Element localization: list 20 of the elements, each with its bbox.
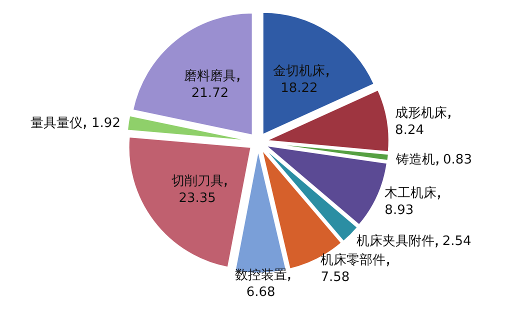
data-label: 8.24 <box>395 122 424 138</box>
category: 数控装置 <box>234 268 287 283</box>
category: 金切机床 <box>273 64 326 80</box>
data-label: 18.22 <box>280 81 318 96</box>
category: 机床夹具附件 <box>356 234 434 250</box>
category: 切削刀具 <box>171 174 224 189</box>
data-label: 21.72 <box>191 86 229 101</box>
data-label: 23.35 <box>178 190 216 206</box>
category: 木工机床 <box>384 186 437 202</box>
data-label: 6.68 <box>246 284 276 300</box>
data-label: 2.54 <box>442 234 472 250</box>
category: 磨料磨具 <box>184 68 236 84</box>
data-label: 7.58 <box>320 270 350 286</box>
category: 量具量仪 <box>30 116 83 131</box>
category: 成形机床 <box>395 106 448 121</box>
category: 机床零部件 <box>320 253 386 268</box>
data-label: 0.83 <box>443 152 472 168</box>
category: 铸造机 <box>396 152 436 168</box>
data-label: 1.92 <box>92 116 120 131</box>
data-label: 8.93 <box>384 203 414 218</box>
